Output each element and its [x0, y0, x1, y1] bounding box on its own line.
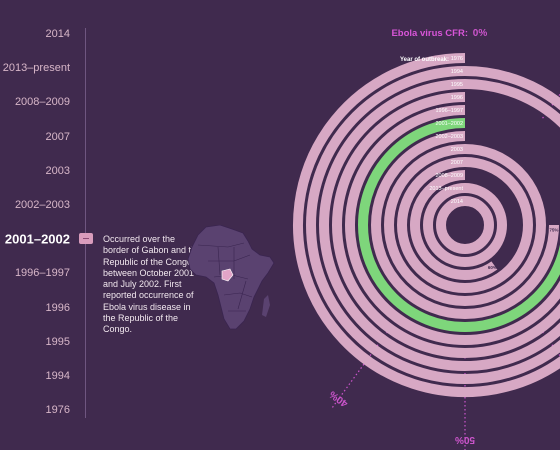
- timeline-year[interactable]: 1994: [45, 370, 70, 382]
- timeline-year[interactable]: 2002–2003: [14, 199, 70, 211]
- ring-bar[interactable]: [319, 79, 560, 371]
- axis-tick-label: 40%: [328, 388, 351, 409]
- timeline-year[interactable]: 1996–1997: [14, 267, 70, 280]
- ring-year-label: 1995: [451, 82, 463, 88]
- ring-year-label: 2007: [451, 160, 463, 166]
- ring-bar[interactable]: [358, 118, 560, 332]
- timeline-year[interactable]: 2014: [45, 28, 70, 40]
- selected-year-marker[interactable]: [79, 233, 93, 244]
- ring-bar[interactable]: [332, 92, 560, 358]
- ring-year-label: 1994: [451, 69, 463, 75]
- chart-title: Ebola virus CFR:: [391, 28, 468, 39]
- ring-year-label: 1996–1997: [435, 108, 463, 114]
- legend-title: Year of outbreak:: [400, 57, 449, 63]
- timeline-year[interactable]: 2001–2002: [4, 231, 70, 247]
- ring-year-label: 2002–2003: [435, 134, 463, 140]
- ring-bar[interactable]: [345, 105, 560, 345]
- outbreak-region-highlight: [221, 268, 234, 282]
- ring-year-label: 2001–2002: [435, 121, 463, 127]
- ring-year-label: 2008–2009: [435, 173, 463, 179]
- axis-tick-label: 0%: [473, 28, 488, 39]
- axis-tick-label: 50%: [455, 434, 475, 445]
- madagascar-shape: [262, 295, 270, 317]
- bar-value-label: 75%: [549, 227, 558, 232]
- bar-value-label: 60%: [488, 265, 497, 270]
- ring-bar[interactable]: [384, 144, 546, 306]
- timeline-year[interactable]: 2007: [45, 130, 70, 143]
- ring-bar[interactable]: [293, 53, 560, 397]
- timeline-year[interactable]: 1996: [45, 301, 70, 314]
- timeline-axis-line: [85, 28, 86, 418]
- ring-year-label: 2014: [451, 199, 463, 205]
- ring-bar[interactable]: [410, 170, 498, 280]
- timeline: 2014 2013–present 2008–2009 2007 2003 2002–20…: [0, 0, 90, 450]
- timeline-year[interactable]: 2003: [45, 164, 70, 177]
- timeline-year[interactable]: 1976: [45, 404, 70, 417]
- timeline-year[interactable]: 2008–2009: [14, 96, 70, 109]
- outbreak-description: Occurred over the border of Gabon and th…: [103, 234, 202, 335]
- africa-map: [188, 225, 275, 330]
- ring-bar[interactable]: [423, 183, 507, 267]
- ring-year-label: 1976: [451, 56, 463, 62]
- ring-bar[interactable]: [397, 157, 533, 293]
- ring-bar[interactable]: [306, 66, 560, 384]
- ring-year-label: 2003: [451, 147, 463, 153]
- ring-year-label: 1996: [451, 95, 463, 101]
- timeline-year[interactable]: 2013–present: [2, 62, 70, 75]
- ring-year-label: 2013–present: [429, 186, 463, 192]
- timeline-year[interactable]: 1995: [45, 335, 70, 348]
- ring-bar[interactable]: [436, 196, 494, 254]
- ring-bar[interactable]: [371, 131, 559, 319]
